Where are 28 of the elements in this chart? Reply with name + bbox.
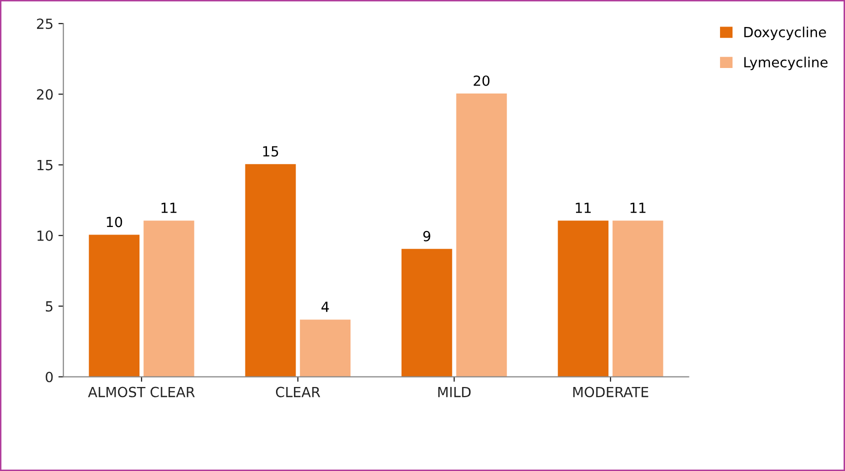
data-label: 9 <box>423 230 430 242</box>
data-label: 11 <box>162 202 176 213</box>
y-tick-label: 0 <box>46 372 53 382</box>
bar <box>558 220 608 377</box>
x-tick-label: CLEAR <box>276 386 320 398</box>
data-label: 11 <box>576 202 591 213</box>
legend-label: Doxycycline <box>744 26 826 40</box>
data-label: 20 <box>474 75 490 86</box>
x-tick-label: MILD <box>438 386 471 398</box>
data-label: 4 <box>321 302 329 312</box>
bar <box>88 234 140 377</box>
x-tick-label: MODERATE <box>573 386 648 398</box>
y-tick-label: 10 <box>38 230 53 241</box>
y-tick-label: 20 <box>36 89 53 100</box>
x-tick-label: ALMOST CLEAR <box>88 386 195 398</box>
bar <box>402 248 452 377</box>
bar <box>144 220 194 377</box>
data-label: 15 <box>263 146 278 157</box>
data-label: 11 <box>630 202 646 213</box>
y-tick-label: 5 <box>46 301 52 312</box>
bar <box>300 320 351 377</box>
legend-label: Lymecycline <box>744 56 828 70</box>
bar <box>612 220 664 377</box>
y-tick-label: 15 <box>38 160 52 170</box>
bar <box>245 164 296 377</box>
data-label: 10 <box>106 216 122 228</box>
bar <box>456 94 507 377</box>
y-tick-label: 25 <box>36 18 52 30</box>
